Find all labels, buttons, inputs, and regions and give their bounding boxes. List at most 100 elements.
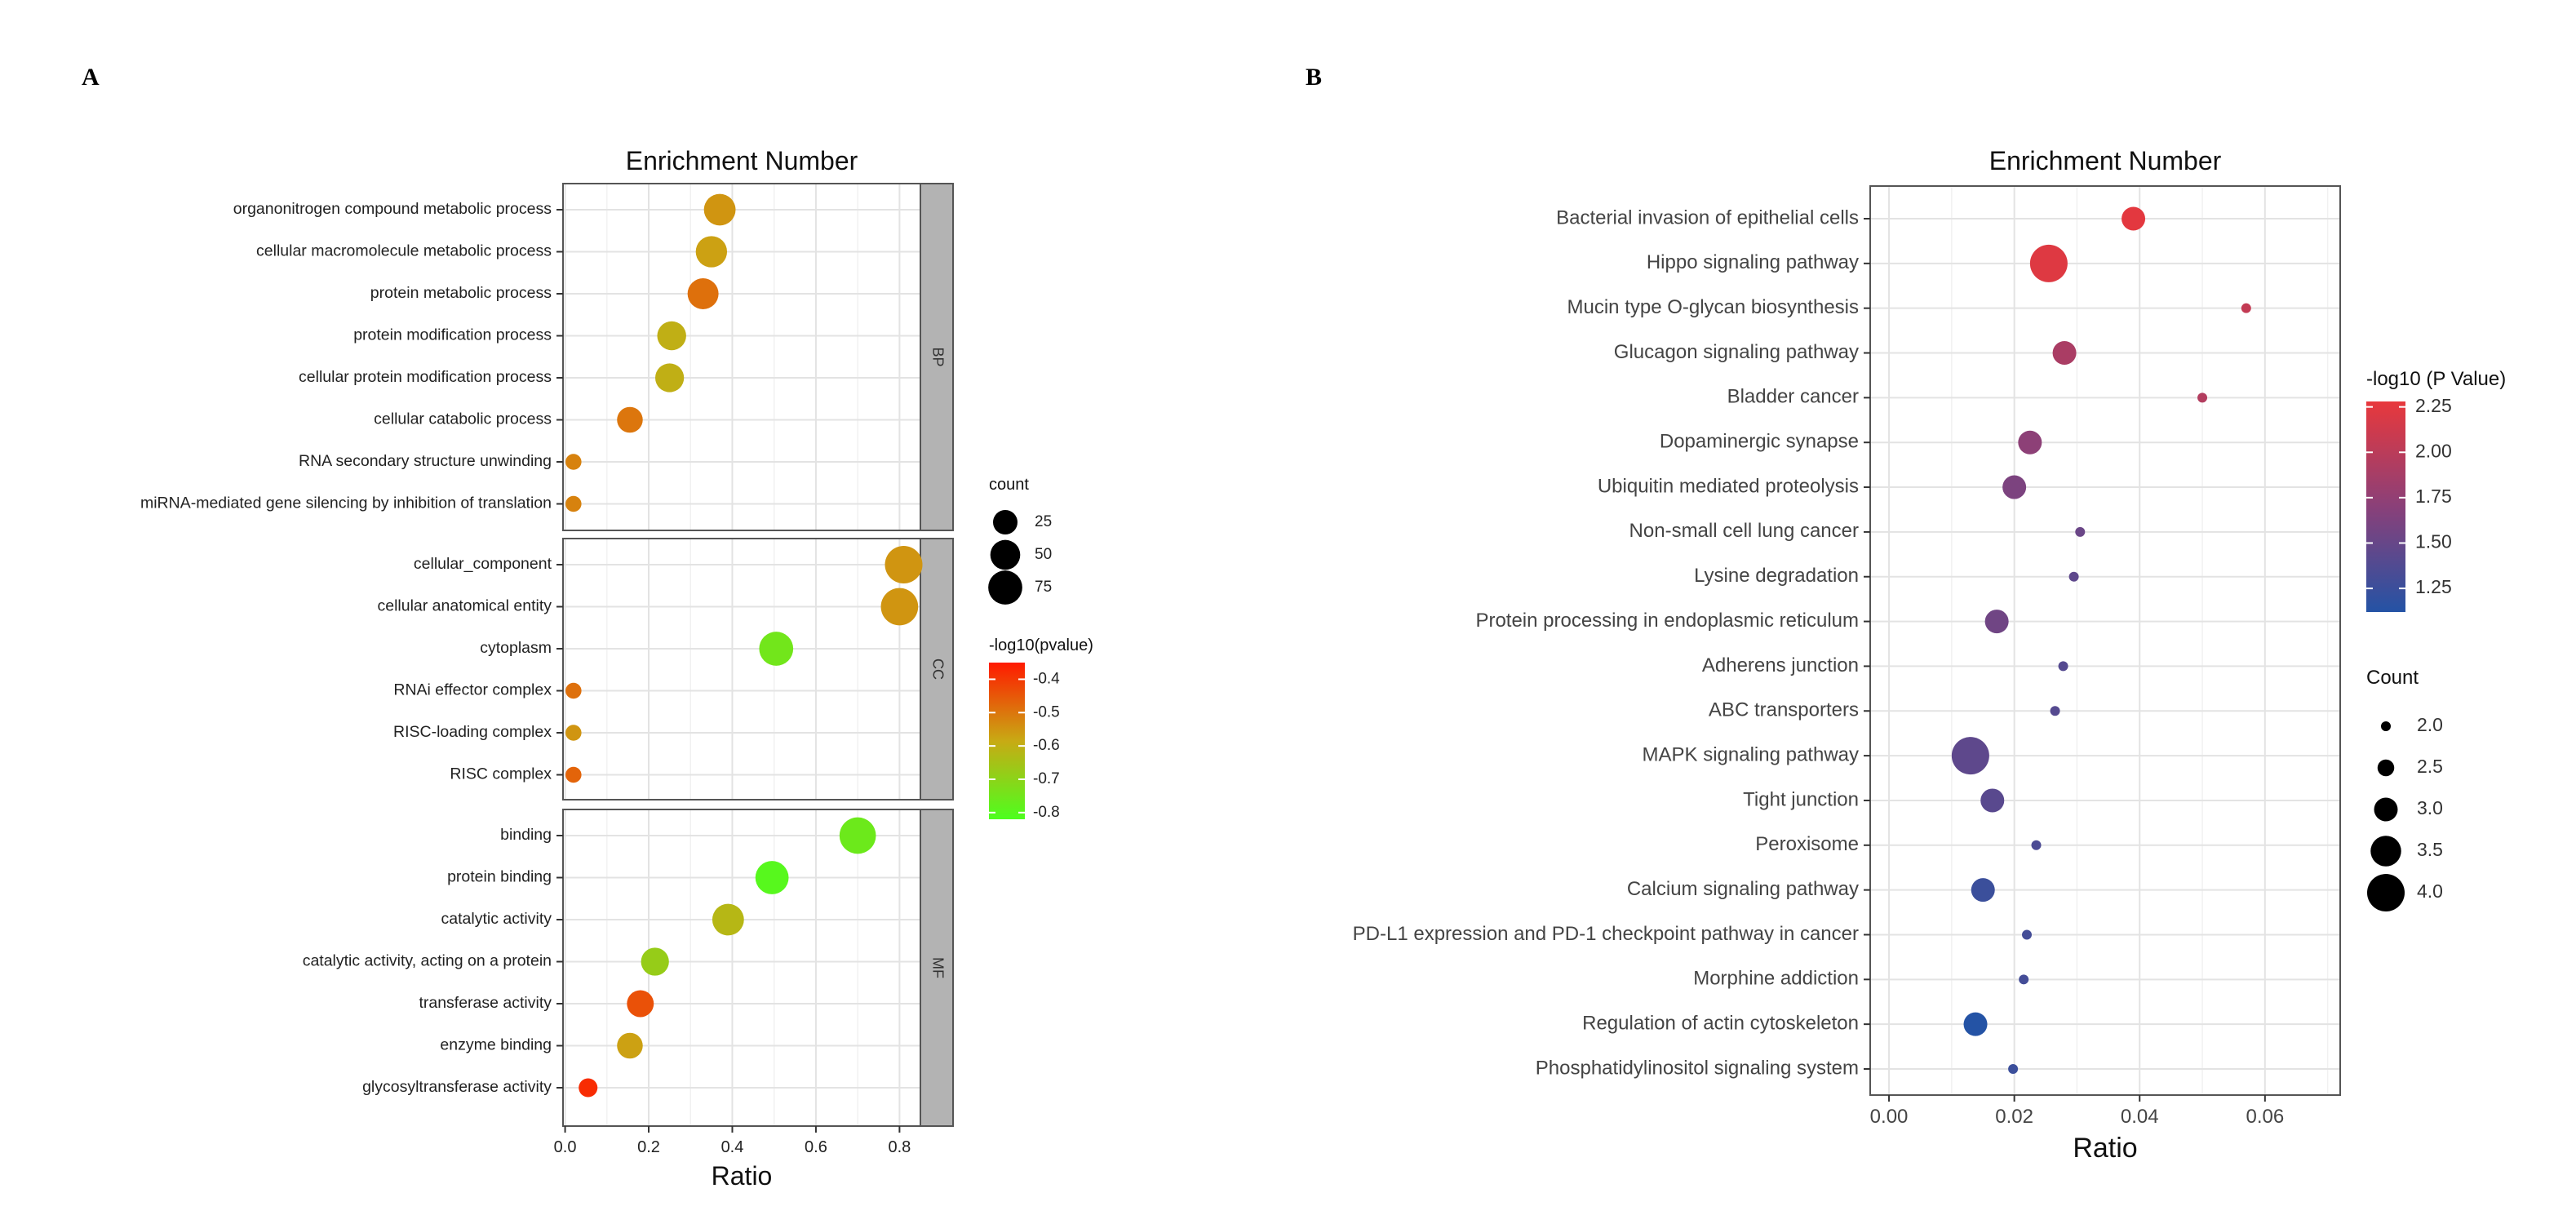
data-point xyxy=(617,1032,643,1059)
data-point xyxy=(2031,840,2042,850)
x-tick-label: 0.0 xyxy=(554,1138,577,1156)
color-legend-label: -0.7 xyxy=(1033,770,1060,787)
y-tick-label: Lysine degradation xyxy=(1694,565,1859,587)
plot-border xyxy=(1869,185,2341,1096)
y-tick-label: RNAi effector complex xyxy=(393,681,552,699)
data-point xyxy=(703,193,736,226)
facet-background xyxy=(563,184,920,530)
data-point xyxy=(565,454,582,470)
count-legend-key xyxy=(2377,759,2395,777)
y-tick-label: ABC transporters xyxy=(1709,699,1859,721)
data-point xyxy=(565,766,582,783)
y-tick-label: protein metabolic process xyxy=(370,284,552,302)
y-tick-label: cellular_component xyxy=(414,555,552,573)
count-legend-title: Count xyxy=(2366,667,2419,689)
data-point xyxy=(2029,244,2068,282)
y-tick-label: glycosyltransferase activity xyxy=(362,1078,552,1096)
y-tick-label: Phosphatidylinositol signaling system xyxy=(1536,1057,1859,1079)
count-legend-key xyxy=(2370,836,2401,867)
count-legend-title: count xyxy=(989,476,1029,494)
y-tick-label: cellular macromolecule metabolic process xyxy=(256,242,552,260)
data-point xyxy=(565,495,582,512)
y-tick-label: cellular catabolic process xyxy=(374,410,552,428)
y-tick-label: transferase activity xyxy=(419,994,552,1012)
plot-background xyxy=(1870,186,2340,1095)
data-point xyxy=(2022,929,2032,940)
x-tick-label: 0.4 xyxy=(721,1138,744,1156)
data-point xyxy=(2008,1064,2019,1074)
count-legend-label: 2.5 xyxy=(2417,756,2443,777)
y-tick-label: Adherens junction xyxy=(1702,654,1859,676)
y-tick-label: Calcium signaling pathway xyxy=(1627,878,1859,900)
kegg-enrichment-chart: Enrichment Number Bacterial invasion of e… xyxy=(1353,146,2507,1164)
chart-b-title: Enrichment Number xyxy=(1989,146,2222,175)
y-tick-label: protein modification process xyxy=(353,326,552,344)
color-legend-label: -0.5 xyxy=(1033,703,1060,721)
color-legend-label: 2.00 xyxy=(2415,440,2452,461)
data-point xyxy=(1971,878,1995,902)
y-tick-label: Non-small cell lung cancer xyxy=(1629,520,1859,542)
x-tick-label: 0.6 xyxy=(805,1138,827,1156)
x-tick-label: 0.06 xyxy=(2246,1106,2284,1128)
x-tick-label: 0.02 xyxy=(1995,1106,2033,1128)
color-legend-bar xyxy=(2366,401,2405,612)
count-legend-key xyxy=(990,539,1021,570)
facet-strip xyxy=(920,809,954,1127)
y-tick-label: Glucagon signaling pathway xyxy=(1614,341,1859,363)
y-tick-label: enzyme binding xyxy=(440,1036,552,1054)
panel-b-letter: B xyxy=(1306,64,1322,91)
y-tick-label: RISC complex xyxy=(450,765,552,783)
count-legend-label: 3.0 xyxy=(2417,797,2443,818)
y-tick-label: cellular protein modification process xyxy=(299,368,552,386)
data-point xyxy=(627,990,654,1018)
y-tick-label: Morphine addiction xyxy=(1693,968,1859,990)
data-point xyxy=(2197,392,2208,403)
y-tick-label: PD-L1 expression and PD-1 checkpoint pat… xyxy=(1353,923,1859,945)
facet-background xyxy=(563,809,920,1126)
data-point xyxy=(1963,1012,1988,1036)
data-point xyxy=(687,278,719,309)
data-point xyxy=(2122,206,2146,231)
y-tick-label: Peroxisome xyxy=(1755,833,1859,855)
data-point xyxy=(2075,526,2086,537)
data-point xyxy=(657,321,686,351)
y-tick-label: RISC-loading complex xyxy=(393,723,552,741)
data-point xyxy=(655,363,685,392)
color-legend-label: 2.25 xyxy=(2415,395,2452,416)
count-legend-label: 75 xyxy=(1035,579,1052,596)
data-point xyxy=(2052,341,2077,366)
facet-strip-label: MF xyxy=(929,957,946,978)
y-tick-label: protein binding xyxy=(447,868,552,886)
color-legend-label: 1.50 xyxy=(2415,531,2452,552)
data-point xyxy=(2002,475,2027,499)
count-legend-label: 2.0 xyxy=(2417,714,2443,735)
data-point xyxy=(2019,974,2029,985)
x-tick-label: 0.8 xyxy=(888,1138,911,1156)
data-point xyxy=(565,725,582,741)
facet-strip xyxy=(920,538,954,800)
y-tick-label: cellular anatomical entity xyxy=(377,597,552,615)
data-point xyxy=(641,947,669,976)
count-legend-label: 4.0 xyxy=(2417,880,2443,902)
facet-cc: CC cellular_component cellular anatomical … xyxy=(377,538,954,800)
data-point xyxy=(2050,706,2060,716)
y-tick-label: catalytic activity, acting on a protein xyxy=(303,952,552,970)
y-tick-label: cytoplasm xyxy=(480,639,552,657)
color-legend-title: -log10(pvalue) xyxy=(989,636,1093,654)
color-legend-label: -0.6 xyxy=(1033,737,1060,754)
go-enrichment-chart: Enrichment Number BP organonitrogen compou… xyxy=(140,146,1093,1191)
color-legend-label: -0.4 xyxy=(1033,670,1060,687)
data-point xyxy=(839,817,876,854)
facet-strip-label: BP xyxy=(929,347,946,366)
y-tick-label: organonitrogen compound metabolic proces… xyxy=(233,200,552,218)
y-tick-label: Protein processing in endoplasmic reticu… xyxy=(1475,610,1859,632)
data-point xyxy=(1984,610,2009,634)
y-tick-label: Ubiquitin mediated proteolysis xyxy=(1598,475,1859,497)
count-legend-key xyxy=(993,510,1018,534)
data-point xyxy=(2068,571,2079,582)
color-legend-label: 1.25 xyxy=(2415,576,2452,597)
facet-strip xyxy=(920,183,954,531)
count-legend-label: 50 xyxy=(1035,546,1052,563)
panel-a-letter: A xyxy=(82,64,100,91)
